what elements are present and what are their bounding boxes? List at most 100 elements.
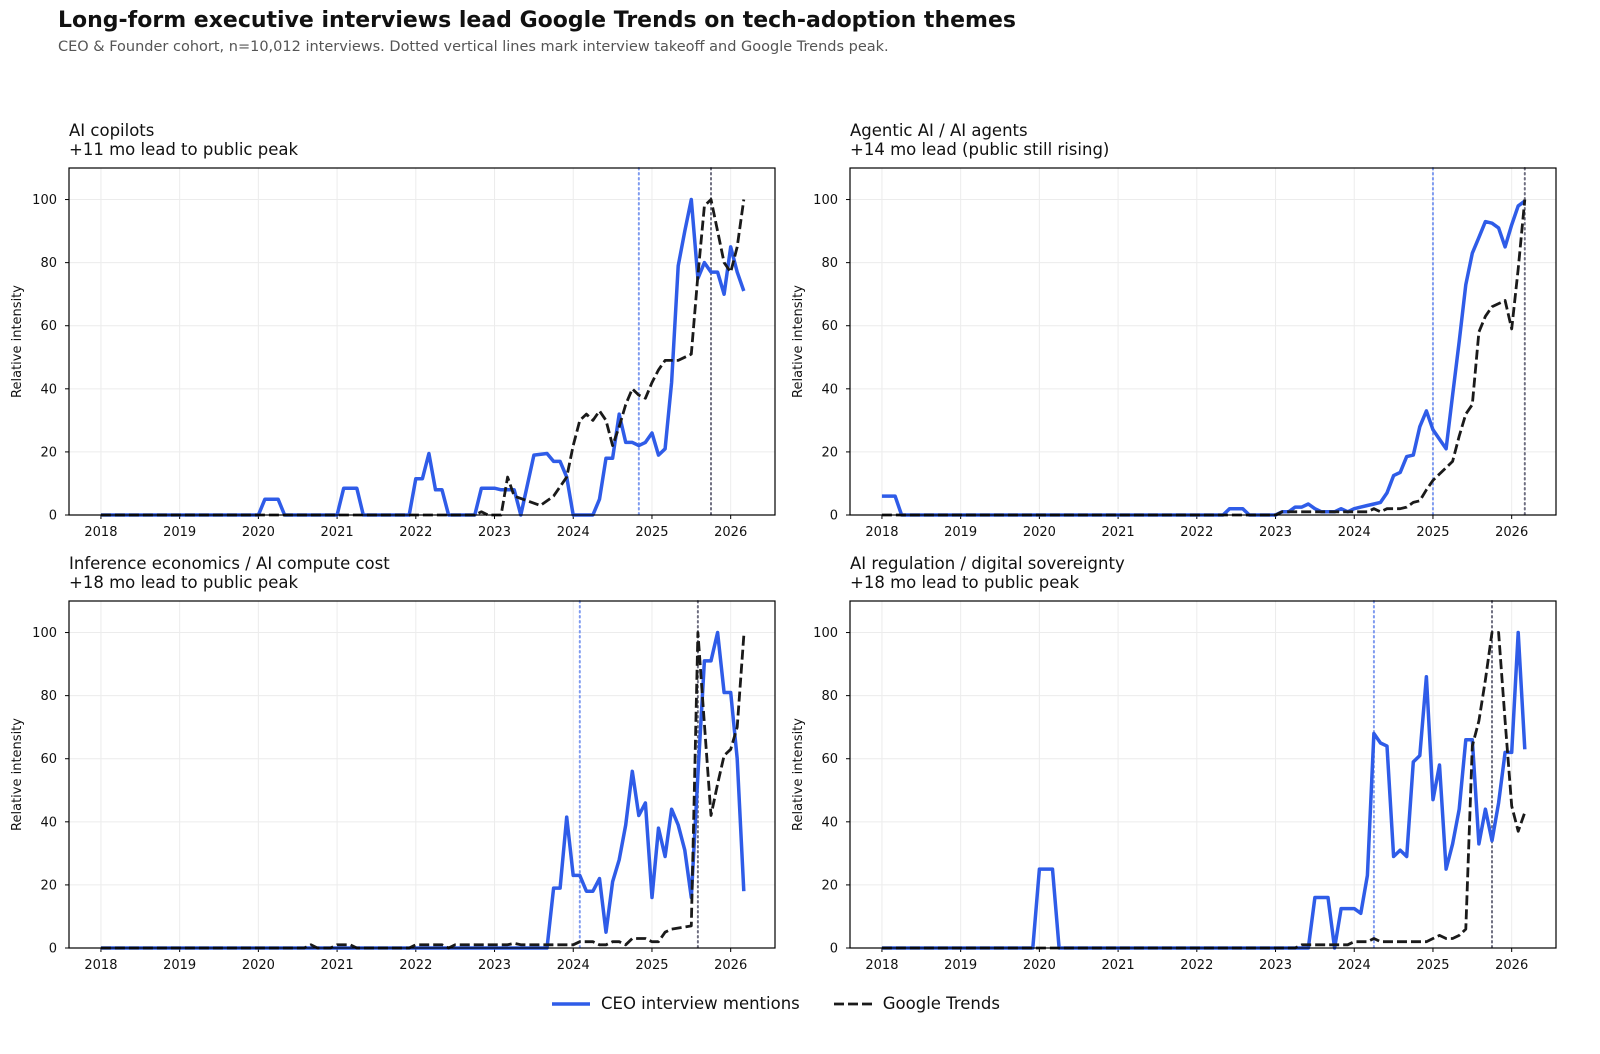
y-tick-label: 20: [40, 445, 57, 460]
y-axis-label: Relative intensity: [791, 285, 806, 398]
y-tick-label: 0: [830, 942, 838, 957]
x-tick-label: 2021: [321, 525, 354, 540]
x-tick-label: 2019: [163, 958, 196, 973]
x-tick-label: 2024: [1338, 525, 1371, 540]
axes-frame: [68, 600, 776, 949]
y-tick-label: 60: [821, 319, 838, 334]
y-tick-label: 80: [821, 689, 838, 704]
y-tick-label: 60: [40, 319, 57, 334]
x-tick-label: 2020: [1023, 525, 1056, 540]
axes-frame: [849, 600, 1557, 949]
figure-title: Long-form executive interviews lead Goog…: [58, 8, 1016, 33]
x-tick-label: 2025: [1416, 525, 1449, 540]
x-tick-label: 2022: [1180, 525, 1213, 540]
x-tick-label: 2021: [1102, 958, 1135, 973]
y-tick-label: 60: [821, 752, 838, 767]
panel-2-title: Agentic AI / AI agents +14 mo lead (publ…: [850, 121, 1109, 159]
y-tick-label: 20: [40, 878, 57, 893]
legend-item-trends: Google Trends: [833, 994, 1000, 1013]
x-tick-label: 2026: [1495, 958, 1528, 973]
y-tick-label: 40: [821, 382, 838, 397]
figure-subtitle: CEO & Founder cohort, n=10,012 interview…: [58, 39, 889, 55]
x-tick-label: 2021: [321, 958, 354, 973]
y-tick-label: 100: [813, 626, 838, 641]
x-tick-label: 2018: [84, 525, 117, 540]
x-tick-label: 2018: [865, 958, 898, 973]
x-tick-label: 2025: [1416, 958, 1449, 973]
y-tick-label: 80: [40, 689, 57, 704]
ceo-mentions-line: [881, 630, 1527, 950]
panel-4-title: AI regulation / digital sovereignty +18 …: [850, 554, 1125, 592]
panel-title-text: AI regulation / digital sovereignty: [850, 554, 1125, 573]
google-trends-line: [100, 631, 746, 950]
x-tick-label: 2025: [635, 958, 668, 973]
panel-subtitle-text: +14 mo lead (public still rising): [850, 140, 1110, 159]
y-axis-label: Relative intensity: [10, 285, 25, 398]
axes-frame: [68, 167, 776, 516]
y-tick-label: 80: [40, 256, 57, 271]
x-tick-label: 2021: [1102, 525, 1135, 540]
legend: CEO interview mentions Google Trends: [552, 994, 1034, 1013]
x-tick-label: 2023: [1259, 525, 1292, 540]
panel-subtitle-text: +11 mo lead to public peak: [69, 140, 299, 159]
y-tick-label: 20: [821, 445, 838, 460]
panel-1: 2018 2019 2020 2021 2022 2023 2024 2025 2026 0 20 4…: [10, 167, 776, 540]
x-tick-label: 2024: [557, 958, 590, 973]
y-tick-label: 0: [49, 942, 57, 957]
legend-swatch-dashed-line: [833, 1002, 872, 1005]
panel-title-text: AI copilots: [69, 121, 155, 140]
x-tick-label: 2026: [714, 525, 747, 540]
y-tick-label: 100: [32, 193, 57, 208]
ceo-mentions-line: [881, 199, 1526, 517]
y-tick-label: 60: [40, 752, 57, 767]
x-tick-label: 2026: [714, 958, 747, 973]
panel-title-text: Inference economics / AI compute cost: [69, 554, 390, 573]
panel-subtitle-text: +18 mo lead to public peak: [69, 573, 299, 592]
y-tick-label: 100: [813, 193, 838, 208]
x-tick-label: 2022: [399, 525, 432, 540]
x-tick-label: 2023: [478, 958, 511, 973]
x-tick-label: 2025: [635, 525, 668, 540]
panel-2: 2018 2019 2020 2021 2022 2023 2024 2025 2026 0 20 4…: [791, 167, 1557, 540]
y-axis-label: Relative intensity: [10, 718, 25, 831]
panel-3-title: Inference economics / AI compute cost +1…: [69, 554, 390, 592]
x-tick-label: 2022: [1180, 958, 1213, 973]
x-tick-label: 2022: [399, 958, 432, 973]
panel-subtitle-text: +18 mo lead to public peak: [850, 573, 1080, 592]
google-trends-line: [100, 198, 746, 517]
y-tick-label: 40: [821, 815, 838, 830]
x-tick-label: 2019: [944, 958, 977, 973]
legend-label: CEO interview mentions: [601, 994, 800, 1013]
y-tick-label: 40: [40, 815, 57, 830]
ceo-mentions-line: [100, 630, 746, 950]
y-axis-label: Relative intensity: [791, 718, 806, 831]
x-tick-label: 2018: [865, 525, 898, 540]
x-tick-label: 2023: [478, 525, 511, 540]
x-tick-label: 2019: [944, 525, 977, 540]
x-tick-label: 2026: [1495, 525, 1528, 540]
panel-4: 2018 2019 2020 2021 2022 2023 2024 2025 2026 0 20 4…: [791, 600, 1557, 973]
panel-3: 2018 2019 2020 2021 2022 2023 2024 2025 2026 0 20 4…: [10, 600, 776, 973]
x-tick-label: 2020: [242, 525, 275, 540]
x-tick-label: 2020: [1023, 958, 1056, 973]
panel-title-text: Agentic AI / AI agents: [850, 121, 1028, 140]
x-tick-label: 2018: [84, 958, 117, 973]
legend-swatch-solid-line: [552, 1001, 590, 1006]
panel-1-title: AI copilots +11 mo lead to public peak: [69, 121, 298, 159]
google-trends-line: [881, 631, 1527, 950]
x-tick-label: 2020: [242, 958, 275, 973]
x-tick-label: 2019: [163, 525, 196, 540]
x-tick-label: 2024: [557, 525, 590, 540]
legend-item-ceo: CEO interview mentions: [552, 994, 800, 1013]
x-tick-label: 2023: [1259, 958, 1292, 973]
axes-frame: [849, 167, 1557, 516]
y-tick-label: 20: [821, 878, 838, 893]
ceo-mentions-line: [100, 197, 746, 517]
legend-label: Google Trends: [882, 994, 1000, 1013]
google-trends-line: [881, 199, 1527, 517]
y-tick-label: 100: [32, 626, 57, 641]
y-tick-label: 80: [821, 256, 838, 271]
x-tick-label: 2024: [1338, 958, 1371, 973]
